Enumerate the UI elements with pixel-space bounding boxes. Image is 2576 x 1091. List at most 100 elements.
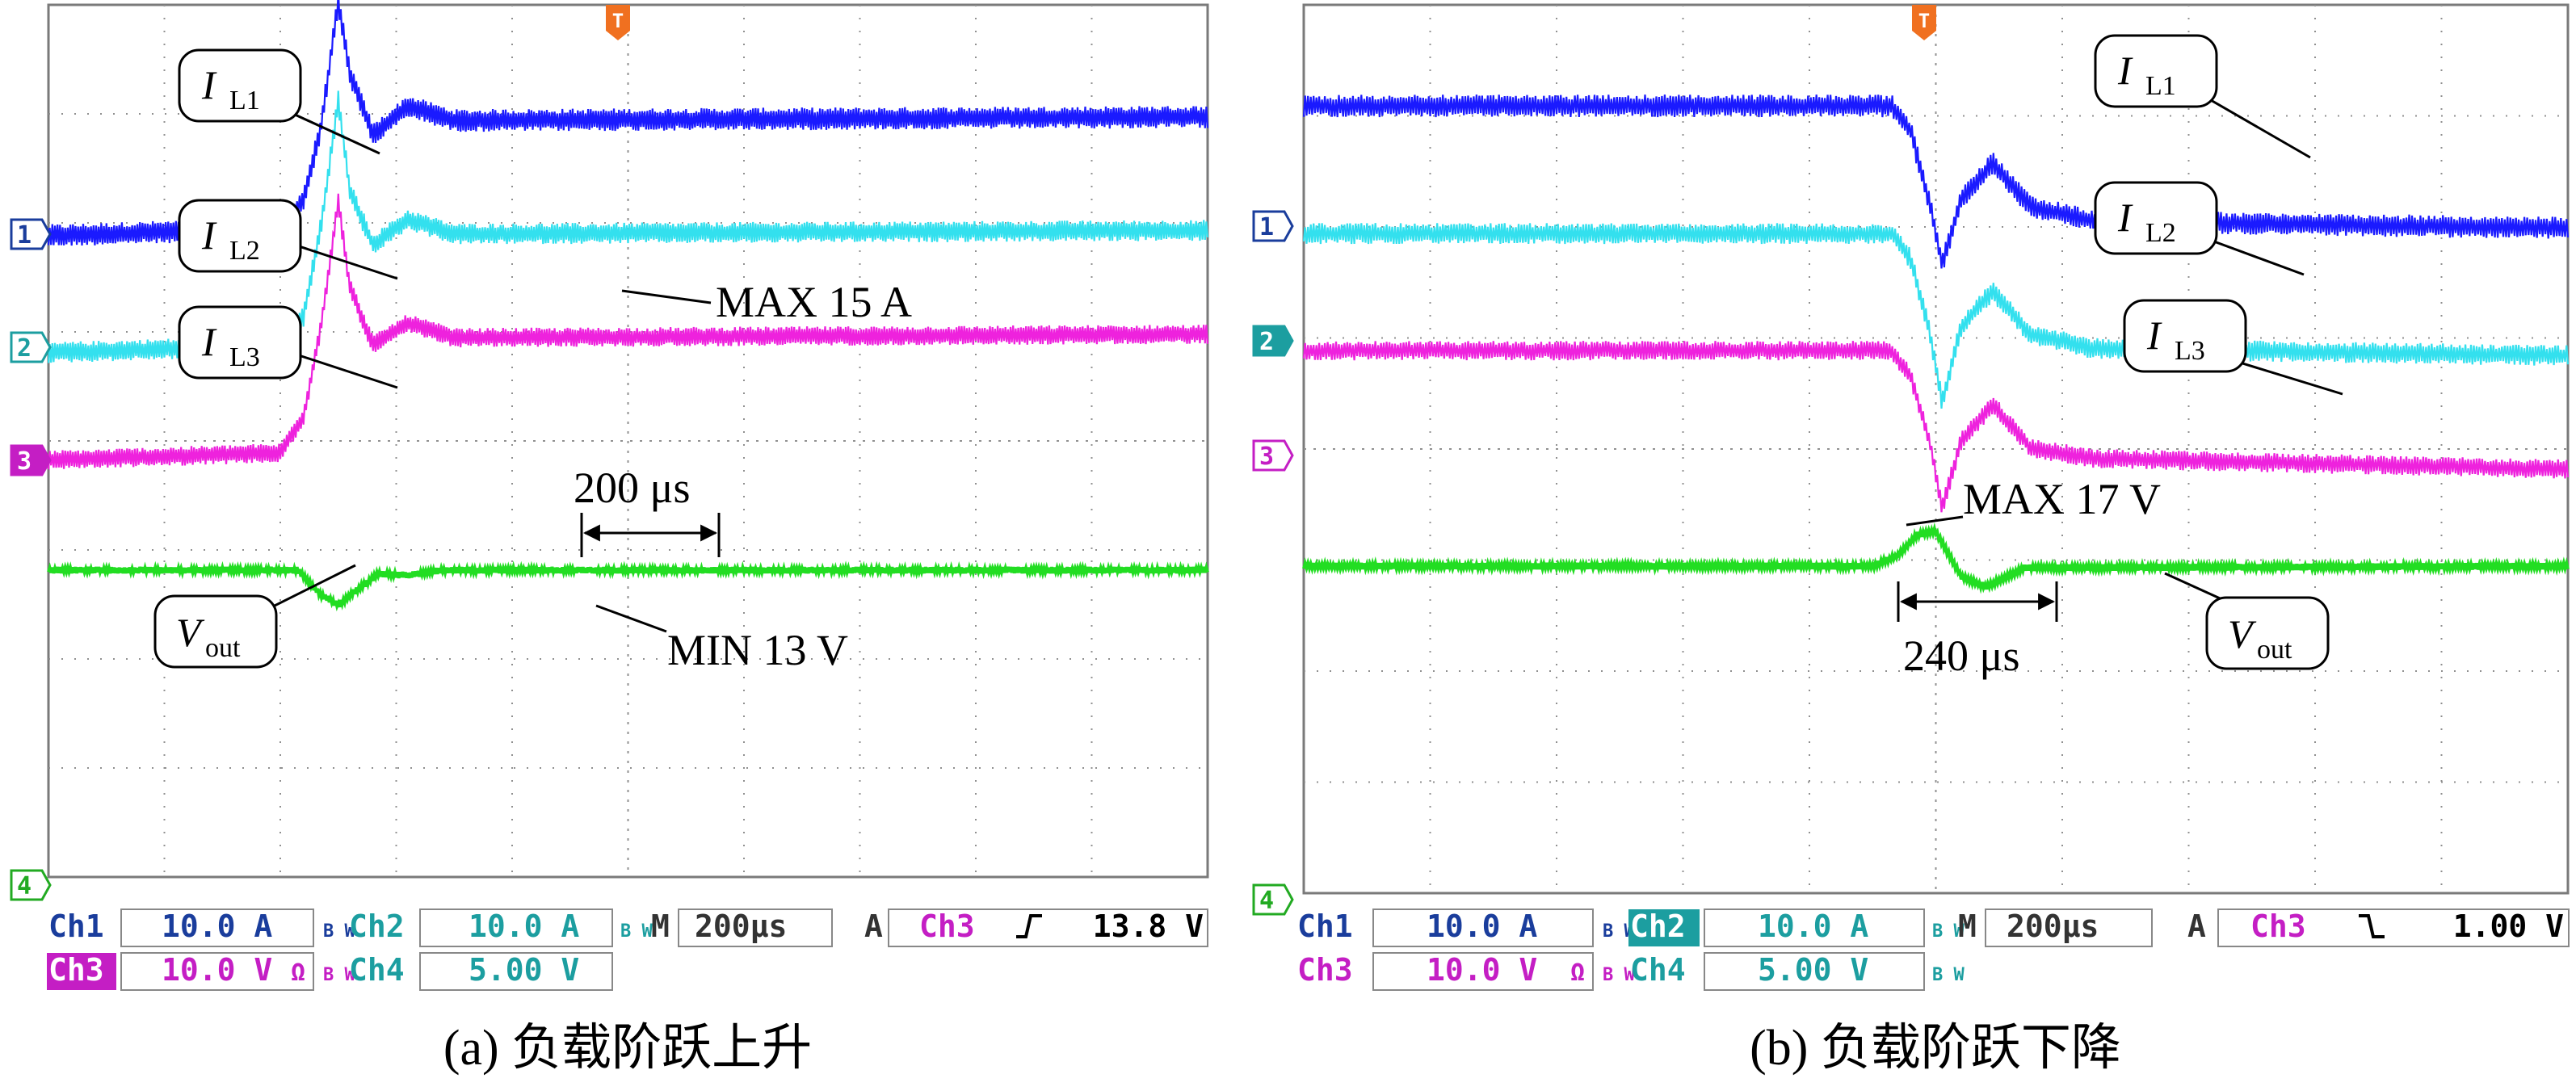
status-trig-source: Ch3: [2250, 908, 2306, 944]
traces: [1302, 94, 2570, 594]
peak-leader: [1906, 515, 1964, 527]
channel-marker-2: 2: [1252, 325, 1294, 357]
channel-marker-3-label: 3: [17, 447, 32, 476]
status-timebase-m: M: [651, 908, 670, 944]
interval-annotation: 200 μs: [574, 464, 690, 512]
channel-marker-2-label: 2: [1259, 328, 1274, 356]
label-il2-sub: L2: [2145, 218, 2176, 248]
channel-marker-4-label: 4: [17, 872, 32, 900]
status-trig-mode: A: [864, 908, 883, 944]
status-ch3-omega: Ω: [291, 959, 305, 987]
channel-marker-3-label: 3: [1259, 443, 1274, 471]
status-ch3-value: 10.0 V: [1427, 952, 1537, 988]
caption-b: (b) 负载阶跃下降: [1750, 1021, 2121, 1076]
channel-marker-4-label: 4: [1259, 887, 1274, 915]
channel-marker-2: 2: [10, 331, 52, 363]
trigger-marker: T: [606, 5, 630, 40]
status-ch2-value: 10.0 A: [469, 908, 579, 944]
status-ch3-bw: B W: [323, 965, 355, 985]
channel-marker-1: 1: [1252, 210, 1294, 242]
channel-marker-1: 1: [10, 218, 52, 250]
label-il2: I L2: [178, 199, 398, 280]
status-ch3-value: 10.0 V: [162, 952, 272, 988]
status-ch2-bw: B W: [620, 921, 653, 942]
channel-marker-3: 3: [1252, 439, 1294, 472]
status-timebase: 200μs: [2007, 908, 2099, 944]
rising-edge-icon: [1016, 914, 1042, 938]
trigger-label: T: [612, 10, 624, 32]
trigger-marker: T: [1912, 5, 1936, 40]
status-ch3-highlight: [47, 953, 116, 990]
label-il1-main: I: [201, 62, 217, 107]
label-vout: V out: [2164, 572, 2330, 670]
label-vout-sub: out: [2257, 635, 2292, 665]
status-timebase: 200μs: [695, 908, 787, 944]
label-il3-sub: L3: [2175, 336, 2205, 366]
panel-a: T 1 2 3 4 I L1 I L2: [10, 0, 1209, 1076]
channel-marker-1-label: 1: [17, 221, 32, 250]
status-ch1-name: Ch1: [48, 908, 104, 944]
dip-annotation: MIN 13 V: [667, 626, 848, 674]
trigger-label: T: [1918, 10, 1930, 32]
graticule: [48, 5, 1208, 877]
channel-marker-4: 4: [1252, 883, 1294, 916]
status-ch2-name: Ch2: [349, 908, 405, 944]
status-ch1-bw: B W: [323, 921, 355, 942]
label-vout-main: V: [176, 610, 205, 655]
status-ch4-bw: B W: [1932, 965, 1965, 985]
trace-il3: [47, 193, 1209, 470]
status-ch4-value: 5.00 V: [1758, 952, 1868, 988]
label-il2-main: I: [201, 212, 217, 258]
caption-a: (a) 负载阶跃上升: [443, 1021, 812, 1076]
trace-vout: [1302, 522, 2570, 594]
status-bar: Ch1 10.0 A B W Ch2 10.0 A B W M 200μs A …: [47, 908, 1208, 991]
label-il3: I L3: [2123, 299, 2343, 396]
status-ch3-name: Ch3: [48, 952, 104, 988]
trace-vout: [47, 560, 1209, 612]
status-ch1-value: 10.0 A: [162, 908, 272, 944]
status-ch1-value: 10.0 A: [1427, 908, 1537, 944]
status-ch3-bw: B W: [1603, 965, 1635, 985]
channel-marker-4: 4: [10, 869, 52, 901]
panel-b: T 1 2 3 4 I L1 I L2: [1252, 3, 2570, 1076]
label-il1: I L1: [2094, 34, 2311, 159]
label-il3-sub: L3: [229, 342, 260, 372]
status-ch3-omega: Ω: [1570, 959, 1585, 987]
status-ch2-name: Ch2: [1630, 908, 1686, 944]
status-trig-mode: A: [2187, 908, 2206, 944]
label-vout-sub: out: [205, 633, 241, 663]
interval-annotation: 240 μs: [1903, 632, 2019, 680]
status-ch4-name: Ch4: [349, 952, 405, 988]
channel-marker-1-label: 1: [1259, 213, 1274, 241]
status-ch4-value: 5.00 V: [469, 952, 579, 988]
status-ch2-highlight: [1628, 909, 1700, 946]
dip-leader: [595, 604, 667, 633]
peak-annotation: MAX 15 A: [716, 278, 912, 326]
status-ch4-name: Ch4: [1630, 952, 1686, 988]
label-il3-main: I: [2146, 313, 2162, 358]
label-il3: I L3: [178, 305, 398, 389]
graticule: [1304, 5, 2568, 893]
status-ch3-name: Ch3: [1297, 952, 1353, 988]
channel-marker-2-label: 2: [17, 334, 32, 363]
trace-il1: [1302, 94, 2570, 269]
label-il2: I L2: [2094, 181, 2305, 276]
trace-il3: [1302, 341, 2570, 513]
status-trig-level: 1.00 V: [2453, 908, 2564, 944]
channel-marker-3: 3: [10, 444, 52, 476]
label-il3-main: I: [201, 319, 217, 364]
status-trig-source: Ch3: [919, 908, 975, 944]
status-ch2-bw: B W: [1932, 921, 1965, 942]
status-trig-level: 13.8 V: [1093, 908, 1204, 944]
label-il1: I L1: [178, 48, 380, 155]
status-bar: Ch1 10.0 A B W Ch2 10.0 A B W M 200μs A …: [1297, 908, 2570, 991]
label-il1-main: I: [2117, 48, 2133, 93]
label-il2-sub: L2: [229, 236, 260, 266]
label-vout: V out: [153, 564, 356, 669]
status-ch2-value: 10.0 A: [1758, 908, 1868, 944]
peak-leader: [621, 289, 712, 304]
label-il1-sub: L1: [2145, 71, 2176, 101]
label-vout-main: V: [2228, 611, 2257, 657]
